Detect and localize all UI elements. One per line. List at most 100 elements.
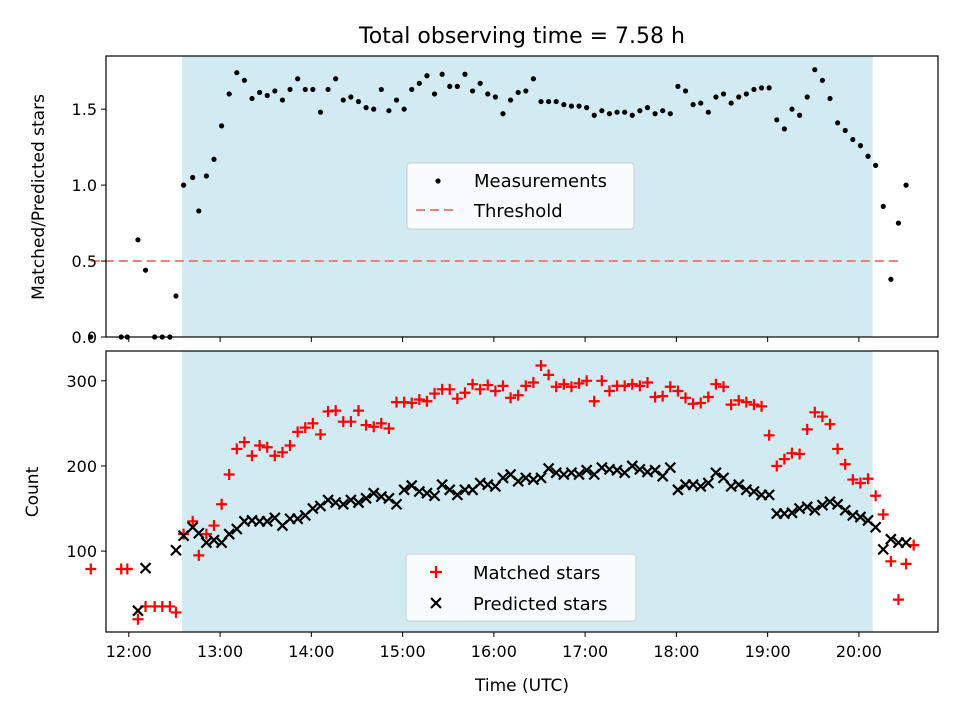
measurement-point <box>287 86 293 93</box>
matched-star-point <box>330 405 342 417</box>
matched-star-point <box>824 418 836 430</box>
x-tick-label: 17:00 <box>562 642 608 661</box>
y-tick-label: 0.5 <box>72 252 97 271</box>
measurement-point <box>781 126 787 132</box>
predicted-star-point <box>200 536 213 549</box>
measurement-point <box>728 100 734 106</box>
matched-star-point <box>664 381 676 393</box>
measurement-point <box>279 97 286 103</box>
matched-star-point <box>482 379 494 391</box>
measurement-point <box>272 88 278 94</box>
measurement-point <box>211 156 217 162</box>
matched-star-point <box>733 394 745 406</box>
matched-star-point <box>208 520 220 532</box>
matched-star-point <box>832 443 844 455</box>
y-tick-label: 200 <box>66 457 97 476</box>
ratio-plot-panel: 0.0 0.5 1.0 1.5 Matched/Predicted stars Mea… <box>29 55 939 347</box>
matched-star-point <box>718 381 730 393</box>
predicted-star-point <box>360 492 372 505</box>
predicted-star-point <box>291 512 304 525</box>
measurement-point <box>295 76 301 82</box>
measurement-point <box>515 89 521 96</box>
matched-star-point <box>444 383 456 395</box>
predicted-star-point <box>816 499 829 511</box>
matched-star-point <box>740 396 752 408</box>
measurement-point <box>401 106 407 112</box>
matched-star-point <box>314 428 326 440</box>
predicted-star-point <box>337 498 350 511</box>
measurement-point <box>447 83 453 89</box>
legend-matched-label: Matched stars <box>473 563 600 584</box>
matched-star-point <box>892 594 904 606</box>
measurement-point <box>431 91 438 97</box>
bottom-axes-frame <box>105 350 939 633</box>
bottom-x-ticks: 12:00 13:00 14:00 15:00 16:00 17:00 18:00 19:00… <box>106 632 882 661</box>
matched-star-point <box>269 450 281 462</box>
x-tick-label: 18:00 <box>653 642 699 661</box>
measurement-point <box>135 237 141 243</box>
chart-title: Total observing time = 7.58 h <box>358 24 685 49</box>
matched-star-point <box>360 419 372 431</box>
predicted-star-point <box>443 484 456 496</box>
matched-star-point <box>581 375 593 387</box>
legend-matched-marker <box>430 566 442 578</box>
matched-star-point <box>672 385 684 397</box>
matched-star-point <box>178 528 190 540</box>
predicted-star-point <box>664 461 677 474</box>
matched-star-point <box>292 426 304 438</box>
predicted-star-point <box>139 562 152 574</box>
matched-star-point <box>368 421 380 433</box>
measurement-point <box>546 98 552 105</box>
matched-star-point <box>900 558 912 570</box>
measurement-point <box>850 136 856 143</box>
matched-star-point <box>801 423 813 435</box>
predicted-star-point <box>512 475 524 488</box>
matched-star-point <box>558 378 570 390</box>
matched-star-point <box>451 393 463 405</box>
matched-star-point <box>170 606 182 618</box>
predicted-star-point <box>436 478 448 491</box>
legend-measurement-marker <box>435 178 441 184</box>
predicted-star-point <box>451 489 464 501</box>
matched-star-point <box>505 392 517 404</box>
measurement-point <box>682 88 689 94</box>
predicted-star-point <box>170 544 182 557</box>
matched-star-point <box>710 378 722 390</box>
measurement-point <box>880 203 886 209</box>
matched-star-point <box>489 385 501 397</box>
matched-star-point <box>634 380 646 392</box>
measurement-point <box>530 76 537 82</box>
matched-star-point <box>276 446 288 458</box>
predicted-star-point <box>261 515 274 528</box>
matched-star-point <box>527 377 539 389</box>
predicted-star-point <box>367 487 380 499</box>
measurement-point <box>173 293 179 299</box>
measurement-point <box>203 173 209 179</box>
measurement-point <box>591 112 597 118</box>
matched-star-point <box>121 563 133 575</box>
bottom-legend-box <box>405 553 637 622</box>
matched-star-point <box>467 378 479 390</box>
matched-star-point <box>725 399 737 411</box>
predicted-star-point <box>390 498 403 511</box>
predicted-star-point <box>398 484 410 496</box>
top-y-ticks: 0.0 0.5 1.0 1.5 <box>72 100 106 347</box>
measurement-point <box>667 111 673 117</box>
measurement-point <box>660 108 666 114</box>
matched-star-point <box>839 458 851 470</box>
predicted-star-point <box>839 504 851 517</box>
measurement-point <box>758 85 765 91</box>
matched-star-point <box>809 406 821 418</box>
measurement-point <box>637 108 643 114</box>
measurement-point <box>88 334 94 340</box>
measurement-point <box>584 105 590 111</box>
matched-star-point <box>588 395 600 407</box>
measurement-point <box>736 94 742 100</box>
matched-star-point <box>641 377 653 389</box>
predicted-star-point <box>208 534 220 546</box>
measurement-point <box>492 94 498 100</box>
predicted-star-point <box>732 478 745 491</box>
matched-star-point <box>657 390 669 402</box>
x-tick-label: 16:00 <box>471 642 517 661</box>
measurement-point <box>873 162 879 168</box>
